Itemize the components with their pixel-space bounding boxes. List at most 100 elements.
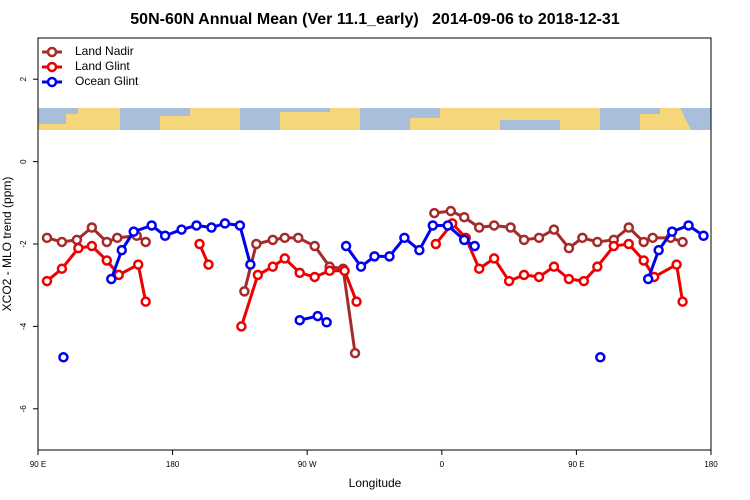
data-point xyxy=(518,269,530,281)
data-point xyxy=(132,259,144,270)
data-point xyxy=(113,269,125,281)
data-point xyxy=(176,224,187,235)
data-point xyxy=(101,236,113,248)
data-point xyxy=(592,236,603,248)
data-point xyxy=(458,234,470,246)
data-point xyxy=(146,220,157,231)
data-point xyxy=(106,273,117,285)
data-point xyxy=(430,238,442,250)
data-point xyxy=(399,232,410,244)
data-point xyxy=(339,265,350,277)
data-point xyxy=(279,253,291,264)
y-tick-label: 0 xyxy=(19,159,28,164)
legend-marker xyxy=(46,76,58,88)
data-point xyxy=(312,310,323,322)
y-tick-label: 2 xyxy=(19,76,28,81)
data-point xyxy=(56,263,68,274)
data-point xyxy=(592,261,603,272)
data-point xyxy=(267,261,279,272)
legend-marker xyxy=(46,46,58,58)
data-point xyxy=(638,236,649,248)
data-point xyxy=(203,259,214,270)
data-point xyxy=(128,226,139,237)
legend-marker xyxy=(46,61,58,73)
data-point xyxy=(563,273,575,285)
data-point xyxy=(267,234,279,246)
data-point xyxy=(577,232,588,244)
data-point xyxy=(488,253,500,264)
data-point xyxy=(647,232,658,244)
map-ocean xyxy=(38,108,711,130)
data-point xyxy=(140,296,151,307)
data-point xyxy=(86,222,98,233)
data-point xyxy=(533,271,545,283)
y-axis-label: XCO2 - MLO trend (ppm) xyxy=(0,177,14,312)
data-point xyxy=(473,263,485,274)
data-point xyxy=(194,238,205,250)
y-tick-label: -2 xyxy=(19,240,28,248)
data-point xyxy=(563,242,575,254)
data-point xyxy=(116,244,128,256)
data-point xyxy=(206,222,217,233)
data-point xyxy=(159,230,171,242)
data-point xyxy=(698,230,709,242)
data-point xyxy=(252,269,264,281)
data-point xyxy=(488,220,500,231)
data-point xyxy=(533,232,545,244)
data-point xyxy=(473,222,485,233)
data-point xyxy=(245,259,256,270)
data-point xyxy=(638,255,649,266)
x-tick-label: 90 E xyxy=(30,460,46,469)
data-point xyxy=(309,240,320,252)
x-tick-label: 0 xyxy=(440,460,445,469)
map-band xyxy=(38,108,711,130)
data-point xyxy=(369,251,380,262)
data-point xyxy=(666,226,678,237)
y-tick-label: -6 xyxy=(19,405,28,413)
data-point xyxy=(578,275,590,287)
data-point xyxy=(239,286,250,297)
data-point xyxy=(294,314,305,326)
data-point xyxy=(112,232,123,244)
data-point xyxy=(351,296,362,307)
data-point xyxy=(321,317,332,328)
data-point xyxy=(101,255,113,266)
data-point xyxy=(140,236,151,248)
chart-title: 50N-60N Annual Mean (Ver 11.1_early) 201… xyxy=(130,11,620,28)
x-tick-label: 180 xyxy=(166,460,180,469)
data-point xyxy=(608,240,620,252)
data-point xyxy=(73,242,84,254)
data-point xyxy=(683,220,694,231)
data-point xyxy=(324,265,335,277)
legend-label: Land Glint xyxy=(75,59,130,73)
data-point xyxy=(219,218,231,229)
data-point xyxy=(548,261,560,272)
data-point xyxy=(41,232,53,244)
data-point xyxy=(505,222,516,233)
data-point xyxy=(642,273,654,285)
data-point xyxy=(292,232,304,244)
data-point xyxy=(429,207,440,219)
data-point xyxy=(71,234,83,246)
data-point xyxy=(279,232,291,244)
data-point xyxy=(518,234,530,246)
data-point xyxy=(677,236,688,248)
data-point xyxy=(340,240,352,252)
series-line xyxy=(46,221,685,327)
data-point xyxy=(671,259,682,270)
data-point xyxy=(414,244,425,256)
data-point xyxy=(469,240,480,252)
data-point xyxy=(294,267,305,279)
data-point xyxy=(355,261,367,272)
data-point xyxy=(56,236,68,248)
x-axis-label: Longitude xyxy=(349,476,402,490)
data-point xyxy=(384,251,395,262)
data-point xyxy=(458,211,470,223)
data-point xyxy=(623,222,634,233)
data-point xyxy=(427,220,439,231)
series xyxy=(58,218,709,363)
x-tick-label: 90 E xyxy=(568,460,584,469)
data-point xyxy=(86,240,98,252)
legend-label: Ocean Glint xyxy=(75,74,139,88)
